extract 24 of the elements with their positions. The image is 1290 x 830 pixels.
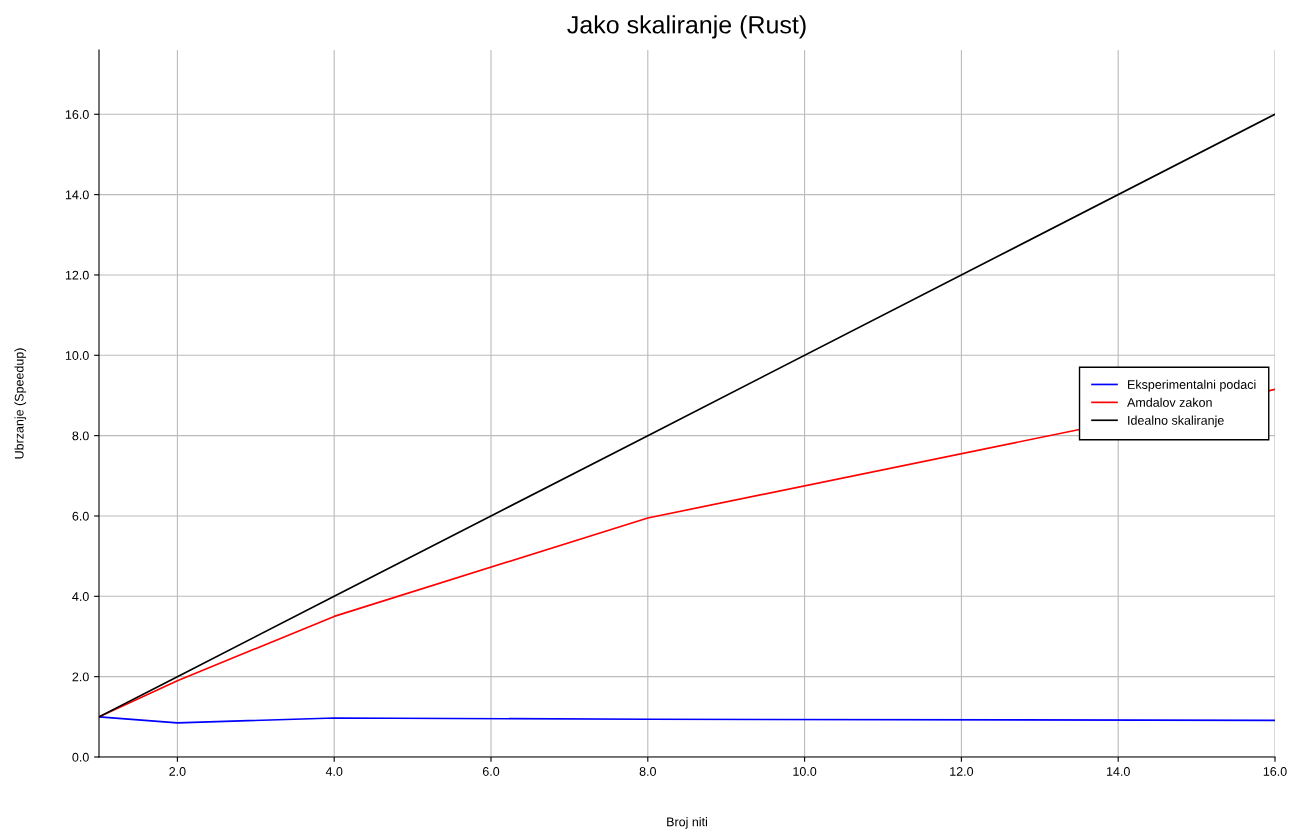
legend-label: Eksperimentalni podaci	[1128, 379, 1256, 392]
y-tick-label: 12.0	[65, 270, 89, 280]
x-axis-title: Broj niti	[667, 817, 707, 829]
x-tick-label: 6.0	[482, 767, 500, 776]
y-tick-label: 2.0	[72, 672, 89, 682]
line-series	[99, 715, 1275, 724]
y-tick-label: 16.0	[65, 110, 89, 119]
legend-label: Idealno skaliranje	[1128, 415, 1224, 428]
x-tick-label: 2.0	[169, 767, 186, 776]
x-tick-label: 16.0	[1263, 767, 1287, 776]
x-tick-label: 14.0	[1106, 767, 1130, 776]
chart-title: Jako skaliranje (Rust)	[567, 15, 806, 39]
x-tick-label: 10.0	[793, 767, 817, 776]
y-tick-label: 10.0	[65, 351, 89, 360]
x-tick-label: 4.0	[325, 767, 343, 776]
y-axis-title: Ubrzanje (Speedup)	[14, 348, 27, 459]
x-tick-label: 8.0	[639, 767, 656, 776]
y-tick-label: 0.0	[72, 752, 89, 762]
x-tick-label: 12.0	[950, 767, 974, 776]
y-tick-label: 8.0	[72, 431, 89, 441]
y-tick-label: 4.0	[72, 592, 89, 601]
y-tick-label: 14.0	[65, 190, 89, 200]
legend-label: Amdalov zakon	[1127, 397, 1212, 407]
y-tick-label: 6.0	[72, 511, 89, 521]
